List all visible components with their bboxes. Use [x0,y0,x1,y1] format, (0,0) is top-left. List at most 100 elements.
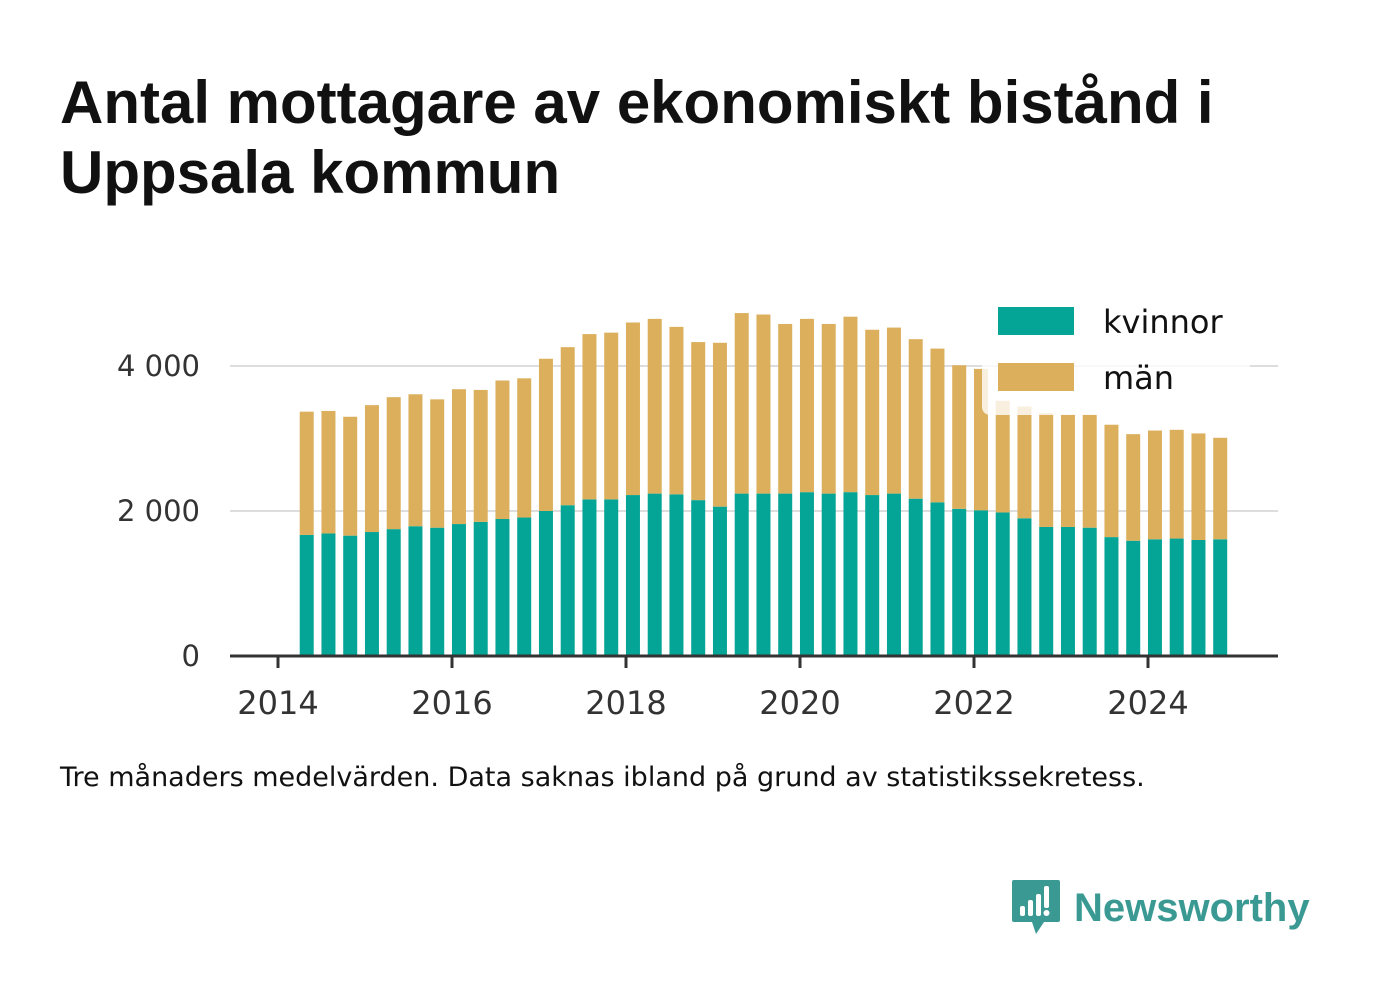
bar-man [843,316,858,493]
bar-kvinnor [799,492,814,656]
bar-kvinnor [321,533,336,656]
bar-man [560,347,575,506]
bar-man [1147,430,1162,540]
bar-kvinnor [560,505,575,656]
bar-kvinnor [647,493,662,656]
bar-kvinnor [451,524,466,656]
bar-kvinnor [364,532,379,656]
y-axis-labels: 0 2 000 4 000 [117,349,200,673]
bar-man [756,314,771,494]
bars [299,313,1228,656]
bar-kvinnor [1147,539,1162,656]
bar-kvinnor [343,535,358,656]
bar-kvinnor [734,493,749,656]
bar-kvinnor [908,498,923,656]
bar-kvinnor [712,506,727,656]
bar-kvinnor [669,494,684,656]
bar-man [473,389,488,522]
bar-kvinnor [886,493,901,656]
bar-man [1060,414,1075,527]
y-tick-label: 0 [182,639,200,673]
bar-man [865,329,880,496]
bar-man [799,318,814,493]
brand-logo: Newsworthy [1010,878,1310,938]
bar-kvinnor [625,495,640,656]
y-tick-label: 2 000 [117,494,200,528]
bar-kvinnor [582,499,597,656]
bar-kvinnor [1060,526,1075,656]
bar-kvinnor [1213,539,1228,656]
bar-man [1169,429,1184,539]
bar-man [343,416,358,536]
x-tick-label: 2018 [585,684,666,722]
x-tick-label: 2020 [759,684,840,722]
bar-kvinnor [299,534,314,656]
chart-title: Antal mottagare av ekonomiskt bistånd i … [60,69,1214,206]
bar-man [1017,406,1032,519]
bar-man [995,400,1010,513]
bar-man [495,380,510,519]
x-axis-labels: 2014 2016 2018 2020 2022 2024 [237,684,1188,722]
bar-man [604,332,619,500]
bar-man [386,397,401,530]
bar-kvinnor [538,511,553,656]
bar-kvinnor [995,512,1010,656]
bar-kvinnor [821,493,836,656]
bar-kvinnor [604,499,619,656]
bar-man [1191,433,1206,540]
bar-man [734,313,749,494]
x-tick-label: 2022 [933,684,1014,722]
newsworthy-logo-icon [1012,880,1060,934]
x-tick-label: 2014 [237,684,318,722]
bar-chart: 0 2 000 4 000 2014 2016 2018 2020 2022 2024 kvi… [116,295,1278,722]
bar-kvinnor [691,500,706,656]
bar-man [321,410,336,534]
bar-kvinnor [386,529,401,656]
bar-man [908,339,923,499]
bar-kvinnor [756,493,771,656]
bar-kvinnor [1082,527,1097,656]
bar-man [712,342,727,507]
bar-kvinnor [1039,526,1054,656]
bar-man [1104,424,1119,538]
bar-man [821,323,836,494]
bar-kvinnor [473,521,488,656]
bar-man [778,323,793,494]
bar-kvinnor [973,510,988,656]
x-axis [230,654,1278,668]
brand-name: Newsworthy [1074,885,1310,930]
legend-label: män [1103,359,1174,397]
bar-kvinnor [930,502,945,656]
chart-note: Tre månaders medelvärden. Data saknas ib… [60,762,1145,793]
bar-man [517,378,532,518]
bar-kvinnor [1169,538,1184,656]
bar-kvinnor [865,495,880,656]
bar-kvinnor [778,493,793,656]
bar-man [691,342,706,501]
x-tick-label: 2024 [1107,684,1188,722]
bar-man [930,348,945,503]
bar-man [364,405,379,533]
legend-swatch [998,363,1074,391]
bar-man [1039,413,1054,527]
bar-kvinnor [1126,540,1141,656]
legend-label: kvinnor [1103,303,1224,341]
bar-kvinnor [430,527,445,656]
legend: kvinnor män [982,295,1250,415]
bar-man [538,358,553,511]
bar-kvinnor [952,508,967,656]
bar-man [1082,414,1097,528]
bar-kvinnor [408,526,423,656]
bar-man [625,322,640,496]
bar-kvinnor [843,492,858,656]
y-tick-label: 4 000 [117,349,200,383]
bar-man [886,327,901,494]
bar-man [408,394,423,527]
bar-man [430,399,445,528]
x-tick-label: 2016 [411,684,492,722]
bar-man [952,365,967,509]
bar-man [1213,437,1228,540]
bar-kvinnor [517,517,532,656]
legend-swatch [998,307,1074,335]
bar-kvinnor [1191,540,1206,656]
